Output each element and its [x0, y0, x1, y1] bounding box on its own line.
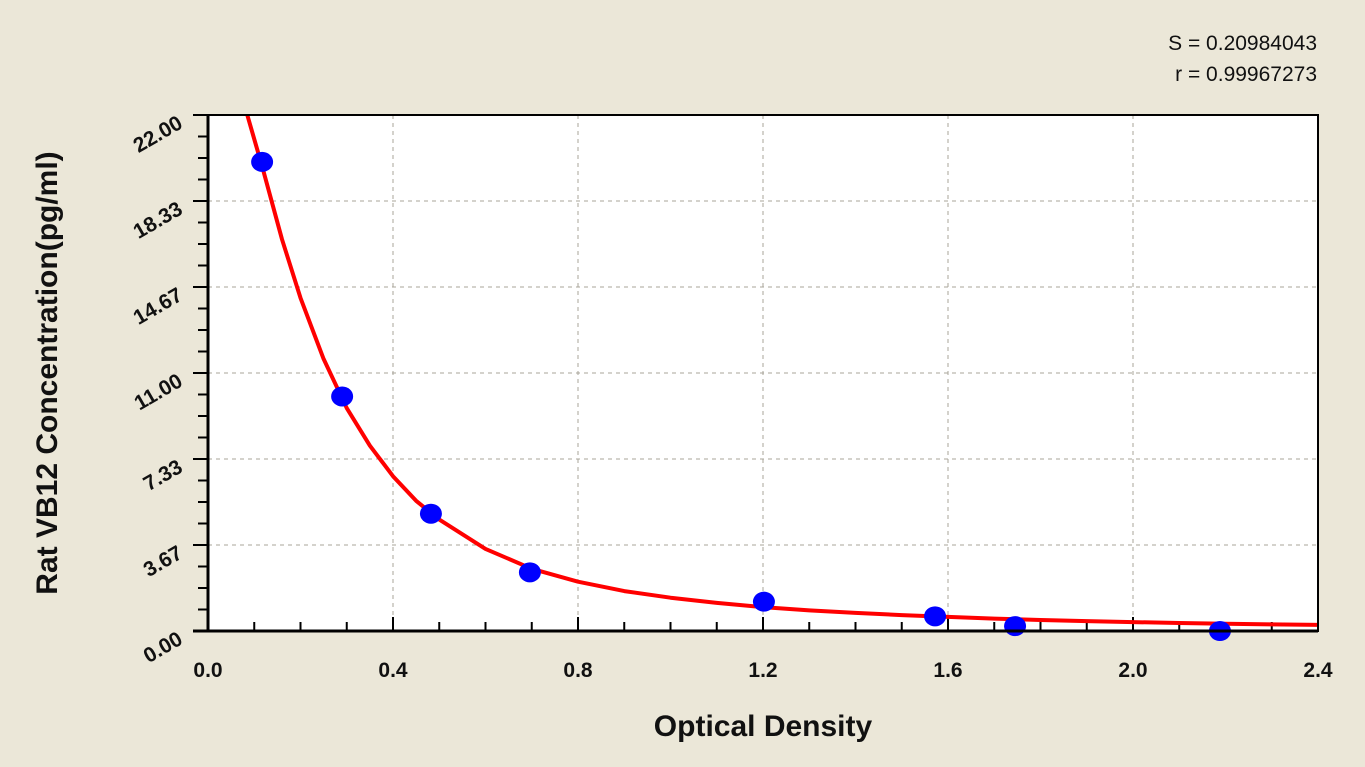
x-axis-title: Optical Density — [653, 710, 873, 743]
y-tick-label: 0.00 — [140, 627, 187, 667]
y-tick-label: 18.33 — [129, 197, 186, 243]
data-point — [251, 151, 274, 172]
y-axis-title: Rat VB12 Concentration(pg/ml) — [31, 151, 64, 595]
gridlines — [208, 115, 1318, 631]
data-point — [1004, 616, 1027, 637]
y-tick-label: 14.67 — [129, 283, 186, 329]
y-tick-label: 22.00 — [129, 111, 186, 157]
y-tick-label: 11.00 — [130, 369, 186, 415]
y-tick-label: 3.67 — [140, 541, 187, 581]
data-point — [924, 606, 947, 627]
y-tick-label: 7.33 — [140, 455, 187, 495]
x-tick-label: 2.4 — [1303, 659, 1333, 682]
x-tick-label: 2.0 — [1118, 659, 1147, 682]
data-point — [518, 562, 541, 583]
s-value: S = 0.20984043 — [1168, 32, 1317, 55]
fit-statistics: S = 0.20984043 r = 0.99967273 — [1168, 28, 1317, 90]
x-tick-label: 0.0 — [193, 659, 222, 682]
data-point — [752, 591, 775, 612]
data-point — [331, 386, 354, 407]
x-tick-label: 0.8 — [563, 659, 593, 682]
x-tick-label: 0.4 — [378, 659, 408, 682]
x-tick-label: 1.2 — [748, 659, 777, 682]
plot-frame — [193, 114, 1319, 633]
x-tick-label: 1.6 — [933, 659, 962, 682]
data-point — [419, 503, 442, 524]
r-value: r = 0.99967273 — [1175, 63, 1317, 86]
